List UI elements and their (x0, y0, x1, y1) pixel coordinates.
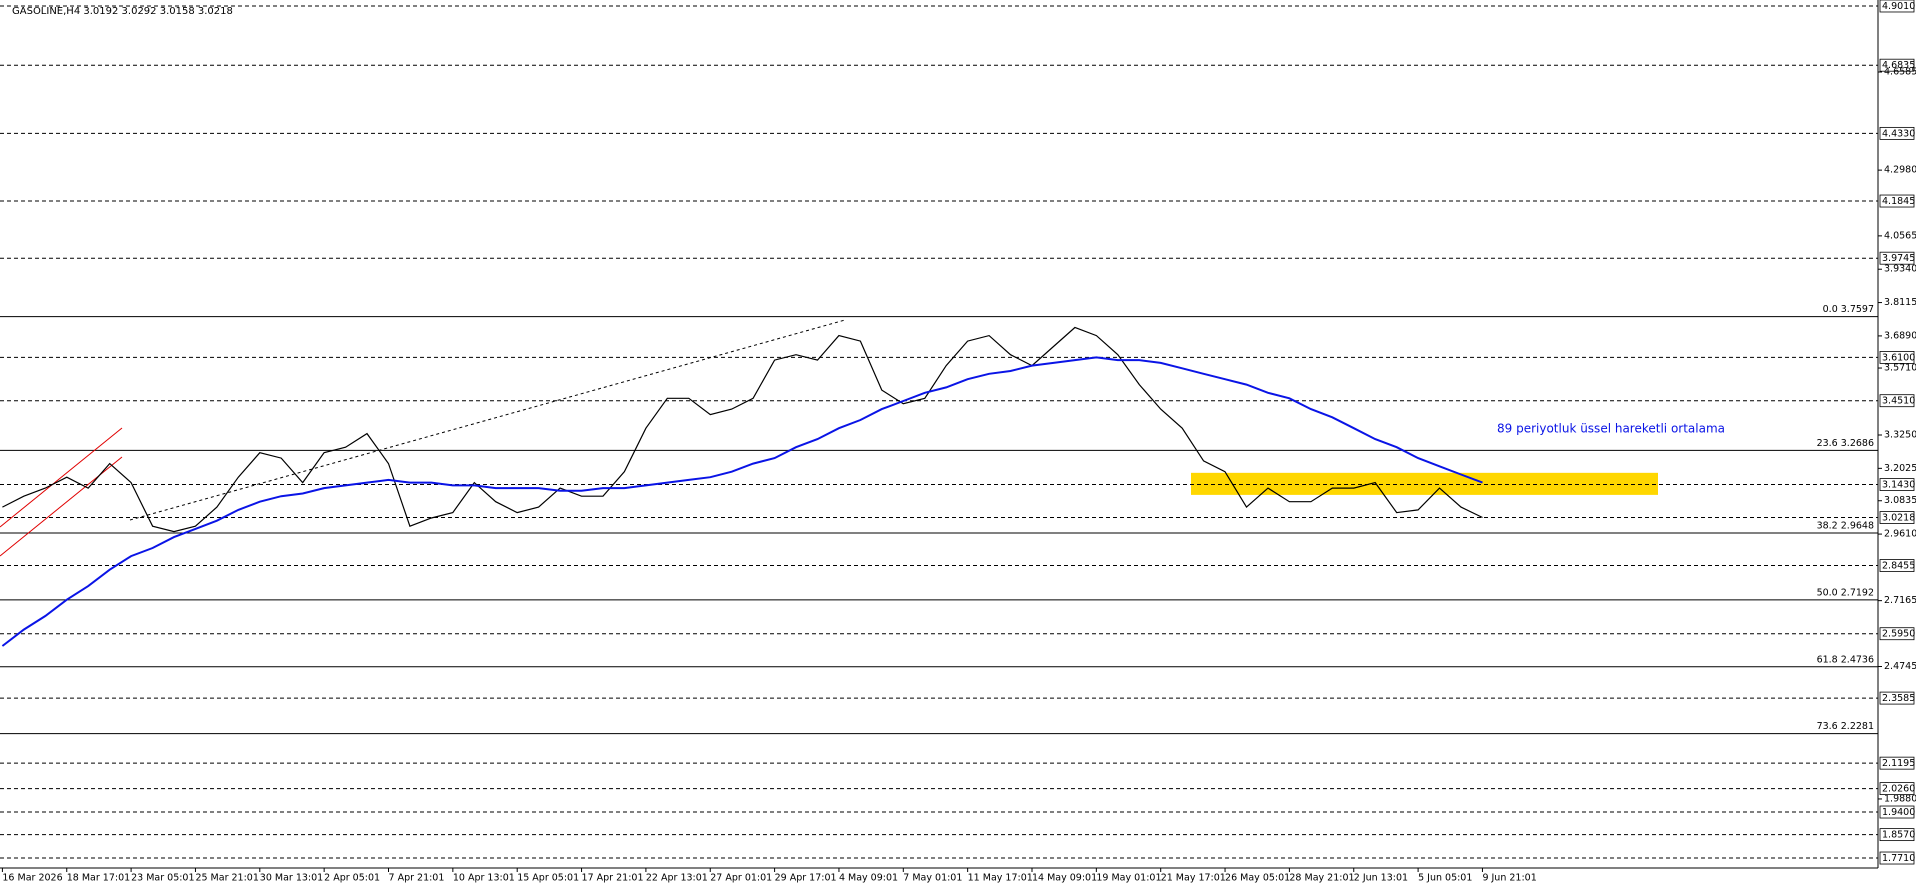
level-label-box (1879, 251, 1915, 265)
level-label-box (1879, 511, 1915, 524)
background-layer (0, 5, 1878, 859)
x-tick-label: 22 Apr 13:01 (646, 873, 708, 884)
x-tick-label: 2 Apr 05:01 (324, 873, 380, 884)
level-label: 2.0260 (1882, 784, 1915, 795)
level-label: 4.4330 (1882, 128, 1915, 139)
level-label-box (1879, 828, 1915, 842)
level-label-box (1879, 394, 1915, 408)
price-line (2, 326, 1483, 533)
level-label: 1.8570 (1882, 830, 1915, 841)
level-label: 3.6100 (1882, 352, 1915, 363)
level-label: 4.6835 (1882, 60, 1915, 71)
y-tick-label: 2.9610 (1884, 529, 1916, 540)
x-tick-label: 27 Apr 01:01 (710, 873, 772, 884)
y-tick-label: 2.4745 (1884, 661, 1916, 672)
y-tick-label: 3.3250 (1884, 430, 1916, 441)
chart-title: GASOLINE,H4 3.0192 3.0292 3.0158 3.0218 (12, 6, 233, 17)
x-tick-label: 9 Jun 21:01 (1482, 873, 1536, 884)
support-zone (1191, 472, 1658, 495)
x-tick-label: 26 May 05:01 (1225, 873, 1290, 884)
ema-annotation: 89 periyotluk üssel hareketli ortalama (1497, 422, 1725, 436)
fib-label: 23.6 3.2686 (1817, 438, 1874, 449)
y-tick-label: 4.6585 (1884, 67, 1916, 78)
level-label-box (1879, 126, 1915, 140)
level-label: 2.5950 (1882, 629, 1915, 640)
y-tick-label: 3.9340 (1884, 264, 1916, 275)
x-tick-label: 7 Apr 21:01 (389, 873, 445, 884)
y-tick-label: 3.8115 (1884, 297, 1916, 308)
y-tick-label: 3.5710 (1884, 363, 1916, 374)
y-tick-label: 4.2980 (1884, 165, 1916, 176)
fib-label: 73.6 2.2281 (1817, 721, 1874, 732)
x-tick-label: 29 Apr 17:01 (775, 873, 837, 884)
x-tick-label: 10 Apr 13:01 (453, 873, 515, 884)
y-tick-label: 1.9880 (1884, 793, 1916, 804)
level-label-box (1879, 194, 1915, 208)
x-tick-label: 7 May 01:01 (903, 873, 962, 884)
level-label-box (1879, 351, 1915, 364)
y-tick-label: 3.2025 (1884, 463, 1916, 474)
level-label-box (1879, 805, 1915, 819)
level-label: 4.1845 (1882, 196, 1915, 207)
x-tick-label: 15 Apr 05:01 (517, 873, 579, 884)
level-label-box (1879, 0, 1915, 13)
level-label-box (1879, 851, 1915, 865)
level-label-box (1879, 756, 1915, 770)
fib-label: 0.0 3.7597 (1823, 304, 1874, 315)
level-label: 3.1430 (1882, 480, 1915, 491)
x-tick-label: 5 Jun 05:01 (1418, 873, 1472, 884)
x-tick-label: 17 Apr 21:01 (582, 873, 644, 884)
x-tick-label: 16 Mar 2026 (2, 873, 62, 884)
level-label: 3.4510 (1882, 396, 1915, 407)
x-tick-label: 23 Mar 05:01 (131, 873, 194, 884)
level-label: 3.0218 (1882, 513, 1915, 524)
x-tick-label: 14 May 09:01 (1032, 873, 1097, 884)
level-label-box (1879, 691, 1915, 705)
level-label-box (1879, 58, 1915, 72)
level-label: 2.3585 (1882, 693, 1915, 704)
level-label-box (1879, 478, 1915, 491)
channel-line (0, 427, 123, 528)
level-label-box (1879, 782, 1915, 796)
x-tick-label: 21 May 17:01 (1161, 873, 1226, 884)
level-label-box (1879, 559, 1915, 572)
x-tick-label: 18 Mar 17:01 (67, 873, 130, 884)
ema-line (1, 356, 1483, 647)
x-tick-label: 11 May 17:01 (968, 873, 1033, 884)
level-label-box (1879, 627, 1915, 641)
x-tick-label: 2 Jun 13:01 (1354, 873, 1408, 884)
y-tick-label: 4.0565 (1884, 230, 1916, 241)
y-tick-label: 3.6890 (1884, 330, 1916, 341)
x-tick-label: 4 May 09:01 (839, 873, 898, 884)
channel-line (0, 456, 123, 557)
x-tick-label: 30 Mar 13:01 (260, 873, 323, 884)
x-tick-label: 28 May 21:01 (1289, 873, 1354, 884)
fib-label: 50.0 2.7192 (1817, 587, 1874, 598)
level-label: 4.9010 (1882, 1, 1915, 12)
level-label: 2.1195 (1882, 758, 1915, 769)
y-tick-label: 3.0835 (1884, 495, 1916, 506)
fib-label: 61.8 2.4736 (1817, 654, 1874, 665)
trend-line (129, 319, 846, 521)
x-tick-label: 19 May 01:01 (1096, 873, 1161, 884)
level-label: 1.9400 (1882, 807, 1915, 818)
level-label: 2.8455 (1882, 561, 1915, 572)
level-label: 3.9745 (1882, 253, 1915, 264)
fib-label: 38.2 2.9648 (1817, 521, 1874, 532)
y-tick-label: 2.7165 (1884, 595, 1916, 606)
x-tick-label: 25 Mar 21:01 (195, 873, 258, 884)
level-label: 1.7710 (1882, 853, 1915, 864)
